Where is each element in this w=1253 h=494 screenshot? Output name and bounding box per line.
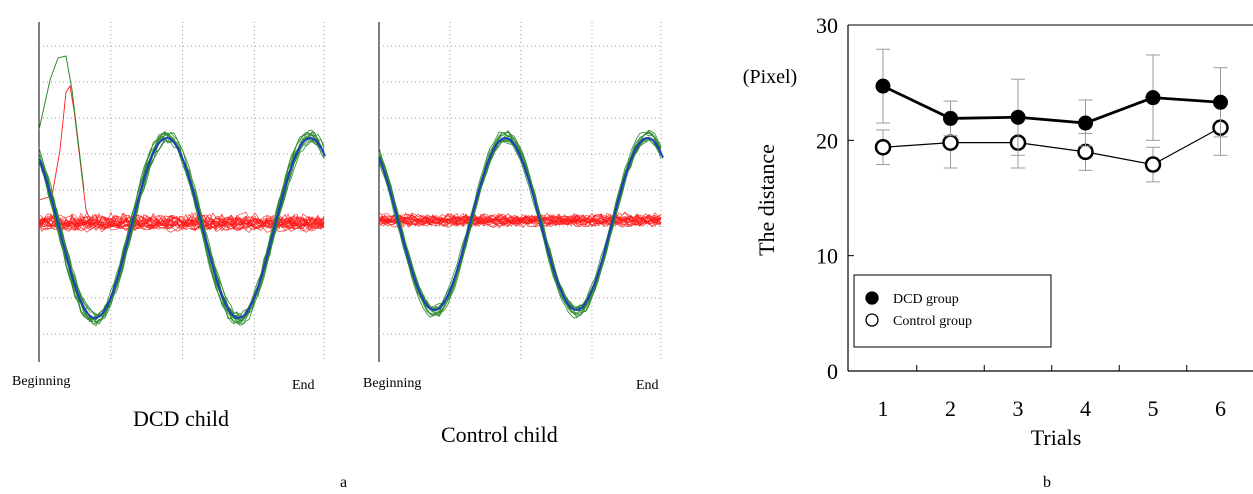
legend-marker (865, 313, 879, 327)
data-point (874, 139, 892, 156)
control-start-label: Beginning (363, 376, 422, 391)
tracking-plot-control-area (378, 22, 664, 362)
control-caption: Control child (441, 422, 558, 447)
target-curve (378, 136, 664, 312)
data-point (1078, 115, 1093, 131)
distance-chart: 0 10 20 30 1 2 3 4 5 6 The distance (Pixel) Trials DC… (743, 13, 1253, 450)
noise-spike (38, 84, 93, 225)
legend-marker (865, 291, 879, 305)
x-tick-label: 4 (1080, 396, 1091, 421)
panel-b-label: b (1043, 474, 1051, 491)
legend-label: Control group (893, 314, 972, 329)
legend-label: DCD group (893, 292, 959, 307)
data-point (875, 78, 891, 94)
y-axis-label: The distance (754, 144, 779, 256)
data-point (943, 110, 958, 126)
x-tick-label: 2 (945, 396, 956, 421)
target-curve (38, 136, 326, 320)
x-tick-label: 3 (1013, 396, 1024, 421)
x-axis-label: Trials (1031, 425, 1082, 450)
x-tick-label: 5 (1148, 396, 1159, 421)
tracking-plot-dcd (38, 22, 326, 362)
tracking-plot-control (378, 22, 664, 362)
control-end-label: End (636, 378, 659, 393)
data-point (1144, 156, 1162, 173)
data-point (942, 134, 959, 151)
dcd-caption: DCD child (133, 406, 229, 431)
legend-box (853, 274, 1052, 348)
y-axis-unit: (Pixel) (743, 66, 797, 88)
y-tick-label: 0 (827, 359, 838, 384)
y-tick-label: 10 (816, 244, 838, 269)
panel-a-label: a (340, 474, 348, 491)
legend: DCD group Control group (853, 274, 1052, 348)
tracking-plot-dcd-area (38, 22, 326, 362)
data-point (1010, 109, 1026, 125)
data-point (1145, 90, 1161, 106)
series-line (882, 127, 1221, 166)
x-tick-label: 6 (1215, 396, 1226, 421)
data-point (1077, 143, 1094, 161)
y-tick-label: 20 (816, 128, 838, 153)
data-point (1213, 94, 1228, 110)
y-tick-label: 30 (816, 13, 838, 38)
dcd-start-label: Beginning (12, 374, 71, 389)
tracking-trace (378, 136, 662, 312)
series-line (882, 84, 1221, 125)
tracking-spike (38, 55, 85, 191)
dcd-end-label: End (292, 378, 315, 393)
x-tick-label: 1 (878, 396, 889, 421)
